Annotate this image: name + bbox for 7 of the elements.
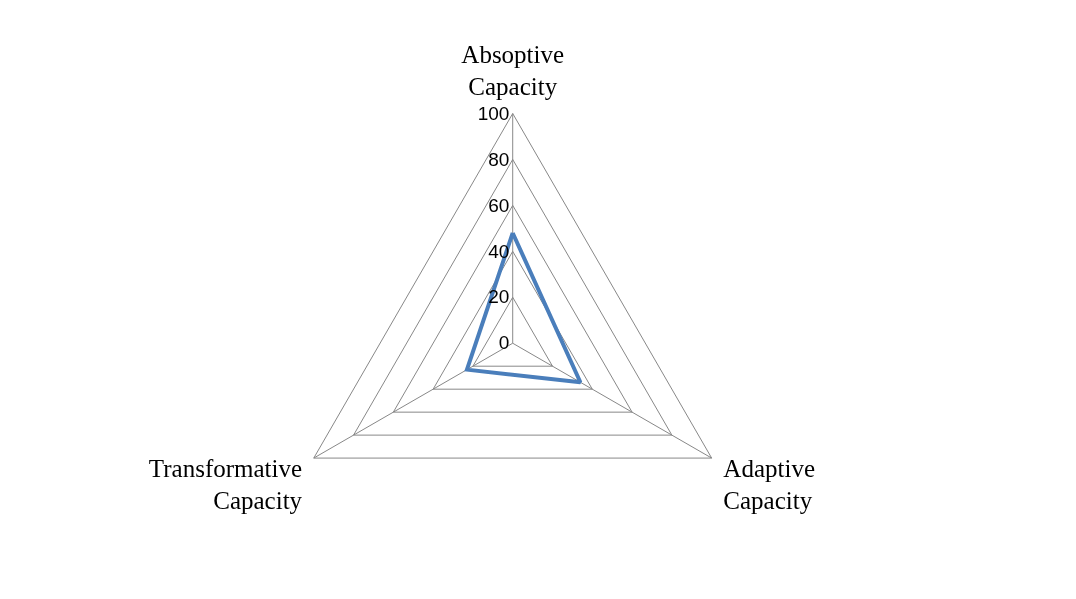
- y-tick-label: 0: [498, 332, 510, 354]
- spoke-label: Transformative Capacity: [148, 454, 303, 515]
- y-tick-label: 80: [488, 148, 510, 170]
- y-tick-label: 100: [477, 102, 510, 124]
- spoke-label: Absoptive Capacity: [461, 40, 565, 100]
- spoke-label: Adaptive Capacity: [723, 454, 815, 515]
- y-tick-label: 60: [488, 194, 510, 216]
